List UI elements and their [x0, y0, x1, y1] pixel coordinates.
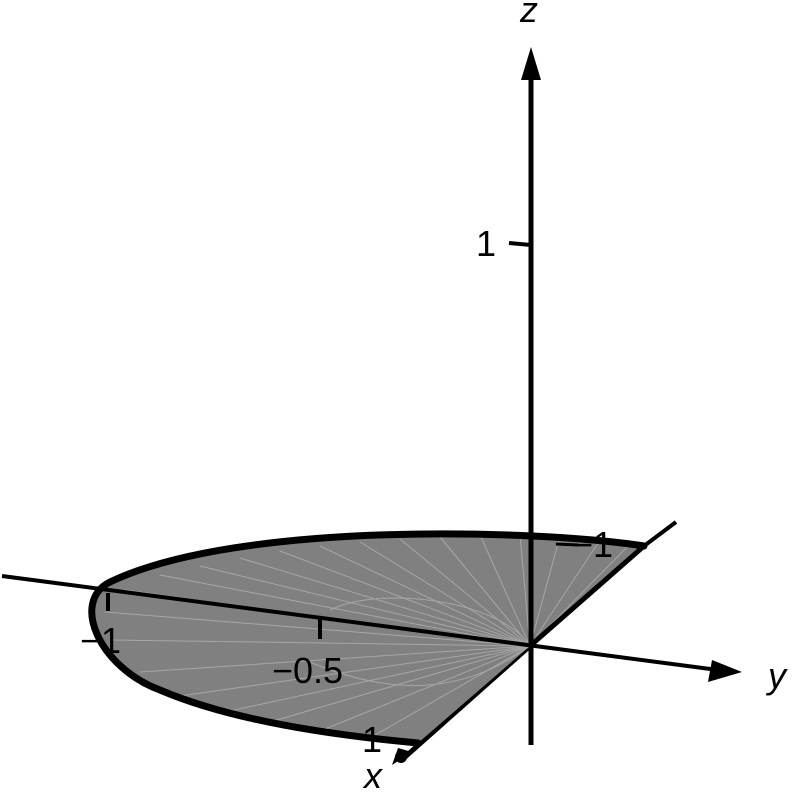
x-axis-label: x — [362, 755, 384, 792]
x-axis-tip — [395, 751, 407, 763]
region-boundary — [88, 530, 648, 747]
y-axis-line — [1, 574, 719, 672]
mesh-arc — [329, 597, 531, 647]
x-tick-label-one: 1 — [362, 719, 382, 760]
mesh-radial-line — [529, 535, 561, 647]
mesh-radial-line — [479, 534, 531, 647]
mesh-radial-line — [359, 541, 531, 647]
mesh-radial-line — [519, 534, 531, 647]
mesh-radial-line — [319, 545, 531, 647]
mesh-radial-line — [159, 574, 531, 647]
y-axis-back-segment — [642, 520, 678, 548]
z-axis-label: z — [519, 0, 538, 30]
mesh-arc — [309, 645, 531, 686]
mesh-radial-line — [319, 645, 531, 732]
region-edge-back — [528, 544, 646, 648]
shaded-region — [91, 533, 644, 743]
mesh-radial-line — [529, 539, 601, 647]
y-tick-label-back-minus-one: −1 — [572, 524, 613, 565]
y-axis-label: y — [765, 655, 788, 696]
mesh-radial-line — [239, 557, 531, 647]
x-axis-line — [403, 644, 532, 759]
z-tick-one — [508, 241, 532, 247]
mesh-radial-line — [224, 645, 531, 713]
mesh-radial-line — [269, 645, 531, 723]
mesh-lines — [104, 534, 631, 739]
mesh-radial-line — [399, 538, 531, 647]
mesh-radial-line — [439, 536, 531, 647]
mesh-radial-line — [139, 645, 531, 673]
mesh-radial-line — [104, 611, 531, 647]
mesh-radial-line — [199, 565, 531, 647]
y-axis-arrowhead — [708, 660, 742, 682]
z-tick-label-one: 1 — [476, 223, 496, 264]
mesh-radial-line — [369, 645, 531, 739]
mesh-radial-line — [111, 639, 531, 647]
mesh-radial-line — [179, 645, 531, 697]
z-axis-arrowhead — [521, 47, 541, 80]
y-tick-label-minus-half: −0.5 — [272, 650, 343, 691]
y-tick-back-minus-one — [555, 542, 579, 547]
y-tick-label-minus-one: −1 — [80, 620, 121, 661]
